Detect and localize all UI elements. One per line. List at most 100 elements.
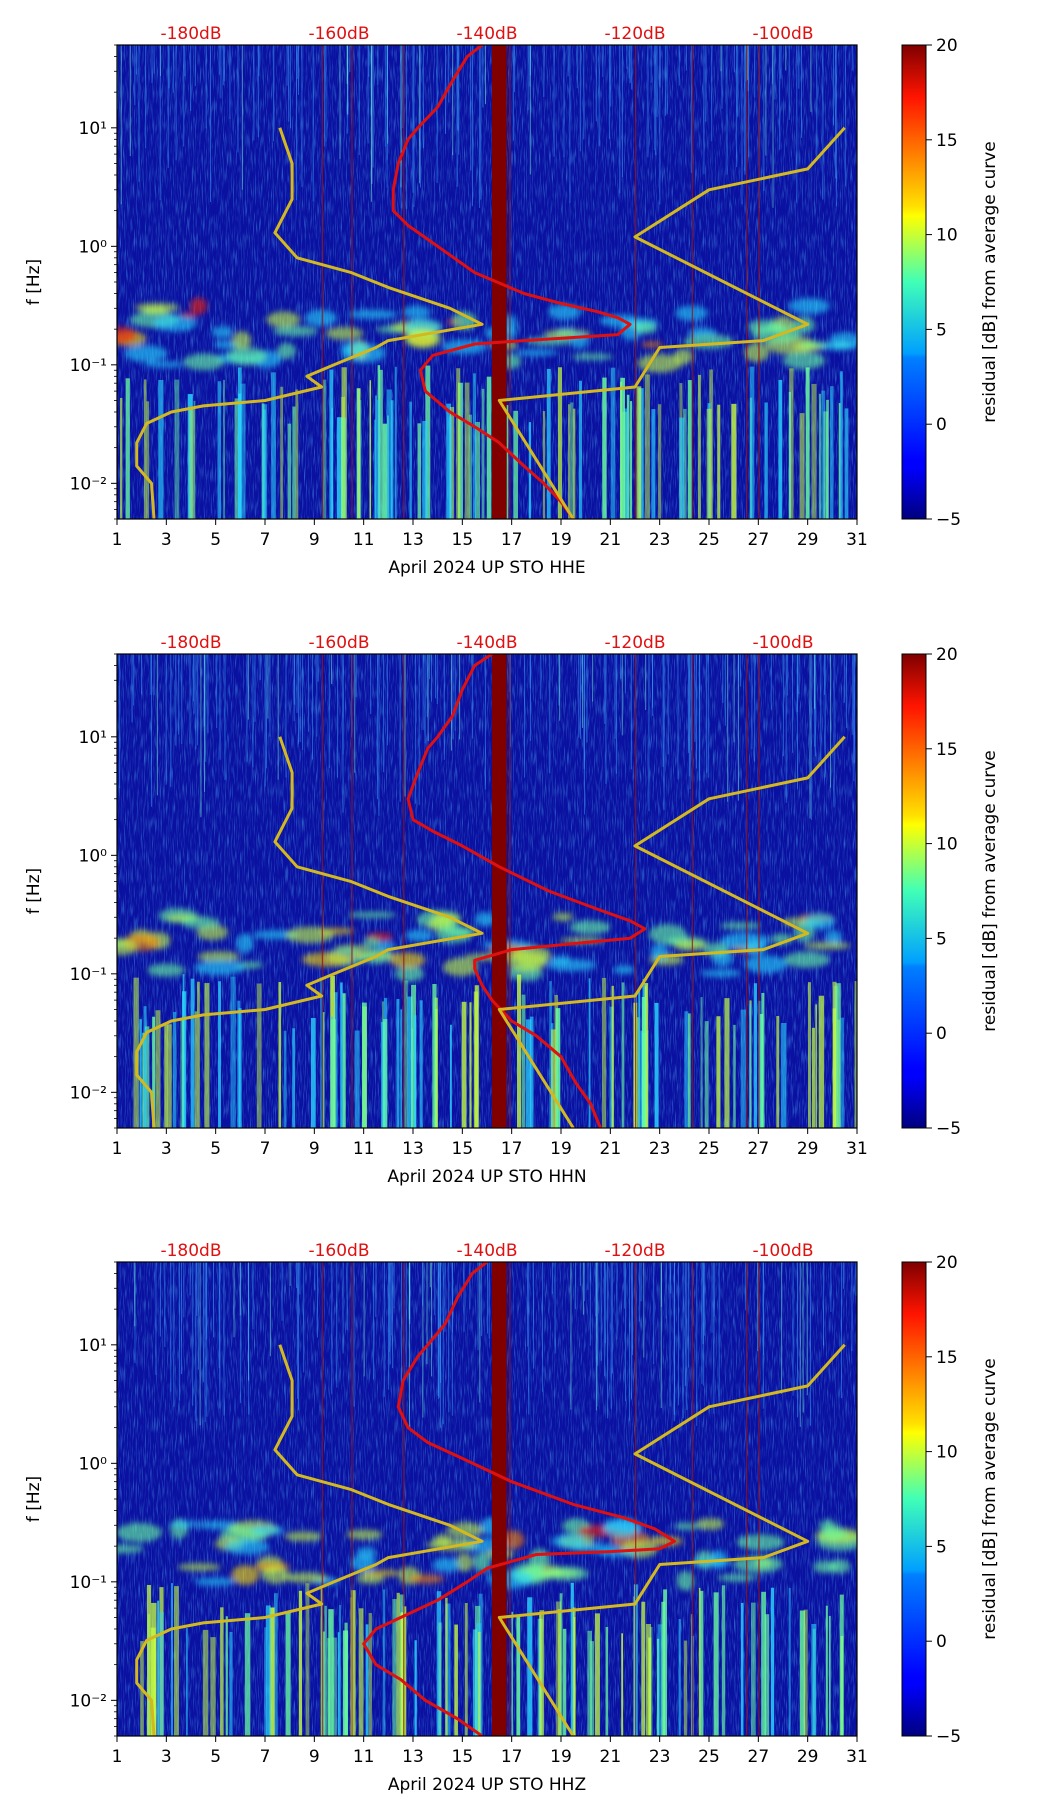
y-axis-label: f [Hz] [24, 1476, 44, 1522]
top-db-label: -100dB [752, 24, 813, 44]
x-tick-label: 19 [550, 1747, 572, 1767]
x-tick-label: 15 [452, 1747, 474, 1767]
x-tick-label: 13 [402, 1747, 424, 1767]
x-tick-label: 11 [353, 1747, 375, 1767]
microseism-band [117, 1517, 857, 1591]
colorbar-tick-label: 0 [936, 415, 947, 435]
x-tick-label: 9 [309, 530, 320, 550]
x-axis-label: April 2024 UP STO HHN [387, 1167, 586, 1187]
spectrogram-area [117, 45, 857, 519]
x-tick-label: 11 [353, 530, 375, 550]
y-tick-label: 10¹ [79, 728, 107, 748]
red-curve [391, 45, 632, 519]
x-tick-label: 23 [649, 1747, 671, 1767]
x-tick-label: 13 [402, 1139, 424, 1159]
low-frequency-streaks [140, 1582, 844, 1736]
colorbar [901, 1261, 927, 1737]
x-tick-label: 23 [649, 1139, 671, 1159]
colorbar-tick-label: 5 [936, 1537, 947, 1557]
x-tick-label: 5 [210, 530, 221, 550]
x-tick-label: 27 [748, 530, 770, 550]
y-tick-label: 10⁻¹ [70, 965, 107, 985]
x-tick-label: 15 [452, 1139, 474, 1159]
colorbar-tick-label: 15 [936, 1348, 958, 1368]
x-axis-label: April 2024 UP STO HHE [388, 558, 585, 578]
y-tick-label: 10⁻¹ [70, 1573, 107, 1593]
x-tick-label: 3 [161, 1139, 172, 1159]
data-gap-band [491, 654, 507, 1128]
x-tick-label: 25 [698, 1747, 720, 1767]
x-tick-label: 9 [309, 1139, 320, 1159]
colorbar-tick-label: 10 [936, 835, 958, 855]
colorbar [901, 653, 927, 1129]
x-tick-label: 7 [260, 1747, 271, 1767]
colorbar-tick-label: −5 [936, 510, 961, 530]
colorbar-tick-label: 10 [936, 1443, 958, 1463]
colorbar-label: residual [dB] from average curve [980, 141, 1000, 422]
x-tick-label: 31 [846, 1747, 868, 1767]
colorbar-tick-label: 15 [936, 740, 958, 760]
x-tick-label: 17 [501, 1139, 523, 1159]
colorbar-tick-label: 5 [936, 320, 947, 340]
colorbar-tick-label: 20 [936, 1253, 958, 1273]
x-tick-label: 31 [846, 530, 868, 550]
x-tick-label: 11 [353, 1139, 375, 1159]
y-tick-label: 10⁻² [70, 1691, 107, 1711]
x-tick-label: 25 [698, 1139, 720, 1159]
top-db-label: -160dB [308, 24, 369, 44]
x-tick-label: 3 [161, 530, 172, 550]
x-tick-label: 17 [501, 1747, 523, 1767]
x-tick-label: 27 [748, 1139, 770, 1159]
colorbar-tick-label: 0 [936, 1632, 947, 1652]
x-tick-label: 29 [797, 1139, 819, 1159]
low-frequency-streaks [120, 365, 849, 519]
colorbar-tick-label: 15 [936, 131, 958, 151]
event-lines [321, 654, 760, 1128]
x-tick-label: 17 [501, 530, 523, 550]
x-tick-label: 7 [260, 1139, 271, 1159]
top-db-label: -120dB [604, 633, 665, 653]
x-tick-label: 29 [797, 530, 819, 550]
y-tick-label: 10⁻² [70, 474, 107, 494]
top-db-label: -140dB [456, 1241, 517, 1261]
x-tick-label: 3 [161, 1747, 172, 1767]
y-tick-label: 10¹ [79, 119, 107, 139]
colorbar-tick-label: 20 [936, 645, 958, 665]
x-tick-label: 1 [112, 1747, 123, 1767]
colorbar-tick-label: −5 [936, 1119, 961, 1139]
data-gap-band [491, 1262, 507, 1736]
colorbar-label: residual [dB] from average curve [980, 750, 1000, 1031]
x-tick-label: 5 [210, 1747, 221, 1767]
colorbar-tick-label: 10 [936, 226, 958, 246]
colorbar [901, 44, 927, 520]
top-db-label: -180dB [160, 24, 221, 44]
y-tick-label: 10¹ [79, 1336, 107, 1356]
colorbar-tick-label: 20 [936, 36, 958, 56]
x-tick-label: 7 [260, 530, 271, 550]
colorbar-tick-label: −5 [936, 1727, 961, 1747]
x-tick-label: 31 [846, 1139, 868, 1159]
spectrogram-area [117, 1262, 857, 1736]
top-db-label: -140dB [456, 633, 517, 653]
x-tick-label: 5 [210, 1139, 221, 1159]
spectrogram-area [117, 654, 857, 1128]
x-tick-label: 19 [550, 530, 572, 550]
top-db-label: -140dB [456, 24, 517, 44]
yellow-curve [135, 735, 846, 1128]
yellow-curve [135, 1343, 846, 1736]
x-tick-label: 23 [649, 530, 671, 550]
x-tick-label: 21 [600, 1747, 622, 1767]
x-tick-label: 19 [550, 1139, 572, 1159]
x-tick-label: 13 [402, 530, 424, 550]
y-axis-label: f [Hz] [24, 868, 44, 914]
event-lines [321, 45, 760, 519]
top-db-label: -100dB [752, 633, 813, 653]
x-tick-label: 21 [600, 530, 622, 550]
microseism-band [117, 297, 857, 373]
yellow-curve [135, 126, 846, 519]
x-tick-label: 29 [797, 1747, 819, 1767]
x-tick-label: 27 [748, 1747, 770, 1767]
